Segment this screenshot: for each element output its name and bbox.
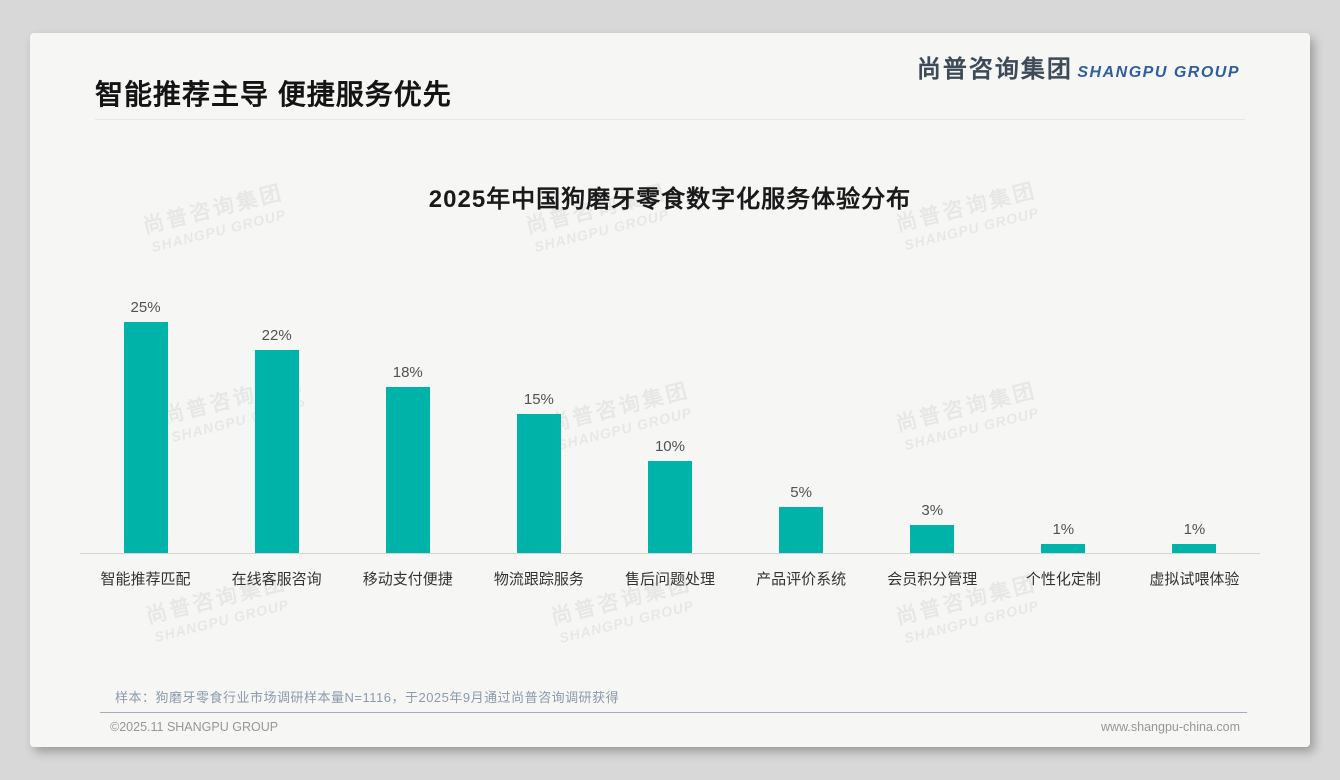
bar-column: 18% — [342, 364, 473, 553]
category-label: 虚拟试喂体验 — [1149, 571, 1240, 588]
bar-chart: 25% 22% 18% 15% 10% 5% 3% 1% 1% 智能推荐匹配 在线客服咨询 移动支付… — [80, 263, 1260, 589]
bar — [1041, 544, 1086, 553]
bar-column: 22% — [211, 327, 342, 553]
category-label: 智能推荐匹配 — [100, 571, 191, 588]
bar-column: 25% — [80, 299, 211, 553]
header-divider — [95, 119, 1245, 120]
bar-value-label: 1% — [1052, 521, 1075, 538]
bar-column: 1% — [1129, 521, 1260, 553]
bar — [254, 350, 299, 553]
chart-title: 2025年中国狗磨牙零食数字化服务体验分布 — [428, 186, 912, 213]
category-label: 产品评价系统 — [756, 571, 847, 588]
bar — [1172, 544, 1217, 553]
bar — [647, 461, 692, 553]
bar — [910, 525, 955, 553]
website-url: www.shangpu-china.com — [1101, 720, 1240, 734]
category-label: 个性化定制 — [1025, 571, 1101, 588]
category-label: 会员积分管理 — [887, 571, 978, 588]
category-label: 物流跟踪服务 — [493, 571, 584, 588]
bar-value-label: 15% — [523, 391, 554, 408]
bar-column: 1% — [998, 521, 1129, 553]
bar — [516, 414, 561, 553]
chart-plot-area: 25% 22% 18% 15% 10% 5% 3% 1% 1% — [80, 263, 1260, 554]
company-logo: 尚普咨询集团 SHANGPU GROUP — [916, 56, 1240, 83]
bar-value-label: 3% — [921, 502, 944, 519]
bar-column: 3% — [867, 502, 998, 553]
bar-column: 10% — [604, 438, 735, 553]
bar-value-label: 25% — [130, 299, 161, 316]
category-label: 在线客服咨询 — [231, 571, 322, 588]
slide-card: 智能推荐主导 便捷服务优先 尚普咨询集团 SHANGPU GROUP 尚普咨询集… — [30, 33, 1310, 747]
logo-english-text: SHANGPU GROUP — [1077, 64, 1240, 81]
page-title: 智能推荐主导 便捷服务优先 — [95, 79, 452, 110]
logo-chinese-text: 尚普咨询集团 — [916, 56, 1073, 83]
bar-value-label: 10% — [654, 438, 685, 455]
bar-value-label: 5% — [790, 484, 812, 501]
chart-category-axis: 智能推荐匹配 在线客服咨询 移动支付便捷 物流跟踪服务 售后问题处理 产品评价系统 会员积分… — [80, 554, 1260, 589]
bar-value-label: 18% — [392, 364, 423, 381]
bar — [123, 322, 168, 553]
bar-column: 15% — [473, 391, 604, 553]
category-label: 移动支付便捷 — [362, 571, 453, 588]
category-label: 售后问题处理 — [624, 571, 715, 588]
sample-note: 样本：狗磨牙零食行业市场调研样本量N=1116，于2025年9月通过尚普咨询调研… — [115, 690, 620, 705]
bar — [779, 507, 824, 553]
bar-value-label: 22% — [261, 327, 292, 344]
bar-column: 5% — [736, 484, 867, 553]
copyright-text: ©2025.11 SHANGPU GROUP — [110, 720, 279, 734]
footer-divider — [100, 712, 1247, 713]
bar-value-label: 1% — [1183, 521, 1206, 538]
bar — [385, 387, 430, 553]
